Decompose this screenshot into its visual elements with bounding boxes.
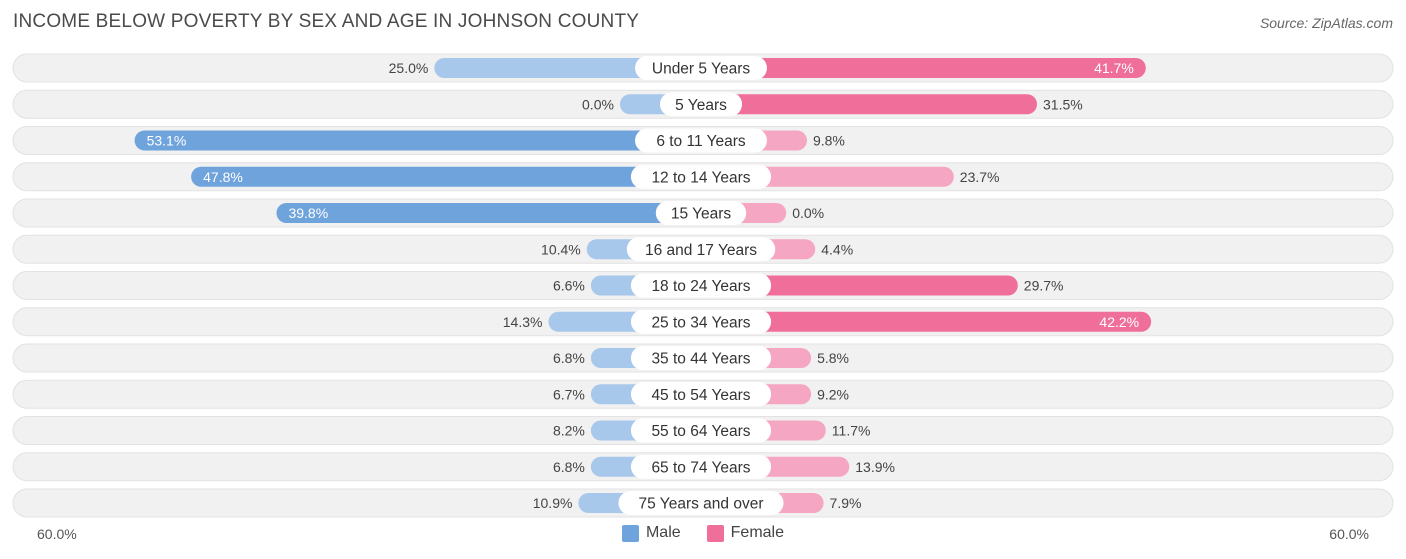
category-label: 25 to 34 Years [651, 314, 750, 331]
category-label-bg [630, 164, 772, 189]
male-value-label: 6.8% [553, 459, 585, 475]
male-value-label: 0.0% [582, 96, 614, 112]
female-value-label: 23.7% [960, 169, 1000, 185]
male-bar [276, 203, 701, 223]
female-bar [701, 275, 1018, 296]
category-label: 12 to 14 Years [651, 169, 750, 186]
category-label-bg [659, 92, 743, 117]
axis-min-label: 60.0% [37, 526, 77, 542]
category-label-bg [630, 309, 772, 334]
male-value-label: 53.1% [147, 133, 187, 149]
male-value-label: 8.2% [553, 423, 585, 439]
female-value-label: 29.7% [1024, 278, 1064, 294]
bar-chart: Under 5 Years 25.0% 41.7% 5 Years 0.0% 31.5% 6… [12, 53, 1394, 518]
category-label-bg [626, 237, 776, 262]
source-label: Source: ZipAtlas.com [1259, 15, 1393, 31]
chart-title: INCOME BELOW POVERTY BY SEX AND AGE IN J… [13, 11, 640, 32]
category-label-bg [635, 128, 767, 153]
category-label: 18 to 24 Years [651, 278, 750, 295]
category-label: 35 to 44 Years [651, 351, 750, 368]
male-bar [134, 130, 702, 151]
male-value-label: 6.7% [553, 386, 585, 402]
male-value-label: 39.8% [288, 205, 328, 221]
female-value-label: 31.5% [1043, 96, 1083, 112]
female-value-label: 4.4% [821, 241, 853, 257]
category-label-bg [630, 273, 772, 298]
category-label-bg [630, 454, 772, 479]
category-label-bg [635, 56, 767, 80]
female-value-label: 9.8% [813, 133, 845, 149]
male-bar [434, 58, 701, 78]
category-label: 6 to 11 Years [656, 133, 746, 150]
category-label-bg [630, 418, 772, 443]
legend-item-female: Female [706, 524, 785, 542]
male-value-label: 25.0% [389, 60, 429, 76]
male-value-label: 14.3% [503, 314, 543, 330]
male-bar [191, 166, 701, 187]
category-label: 55 to 64 Years [651, 423, 750, 440]
category-label-bg [618, 491, 784, 515]
legend-label-female: Female [730, 524, 785, 541]
female-value-label: 41.7% [1094, 60, 1134, 76]
female-value-label: 11.7% [832, 423, 871, 439]
female-value-label: 42.2% [1099, 314, 1139, 330]
female-bar [701, 58, 1146, 78]
category-label: 75 Years and over [639, 496, 764, 513]
axis-max-label: 60.0% [1329, 526, 1369, 542]
category-label-bg [630, 346, 772, 370]
female-bar [701, 94, 1037, 115]
category-label-bg [630, 382, 772, 407]
male-value-label: 10.9% [533, 495, 573, 511]
female-value-label: 7.9% [830, 495, 862, 511]
category-label: 16 and 17 Years [645, 242, 757, 259]
female-bar [701, 311, 1152, 332]
male-value-label: 10.4% [541, 241, 581, 257]
legend-swatch-male [621, 524, 639, 542]
male-value-label: 6.8% [553, 350, 585, 366]
female-value-label: 9.2% [817, 386, 849, 402]
legend: Male Female [0, 524, 1406, 542]
legend-label-male: Male [645, 524, 681, 541]
female-value-label: 13.9% [855, 459, 895, 475]
category-label: 45 to 54 Years [651, 387, 750, 404]
category-label: 5 Years [675, 97, 727, 114]
category-label-bg [655, 201, 747, 225]
legend-swatch-female [706, 524, 724, 542]
category-label: Under 5 Years [652, 61, 750, 78]
category-label: 65 to 74 Years [651, 459, 750, 476]
legend-item-male: Male [621, 524, 681, 542]
male-value-label: 6.6% [553, 278, 585, 294]
male-value-label: 47.8% [203, 169, 243, 185]
female-value-label: 0.0% [792, 205, 824, 221]
female-value-label: 5.8% [817, 350, 849, 366]
category-label: 15 Years [671, 206, 732, 223]
